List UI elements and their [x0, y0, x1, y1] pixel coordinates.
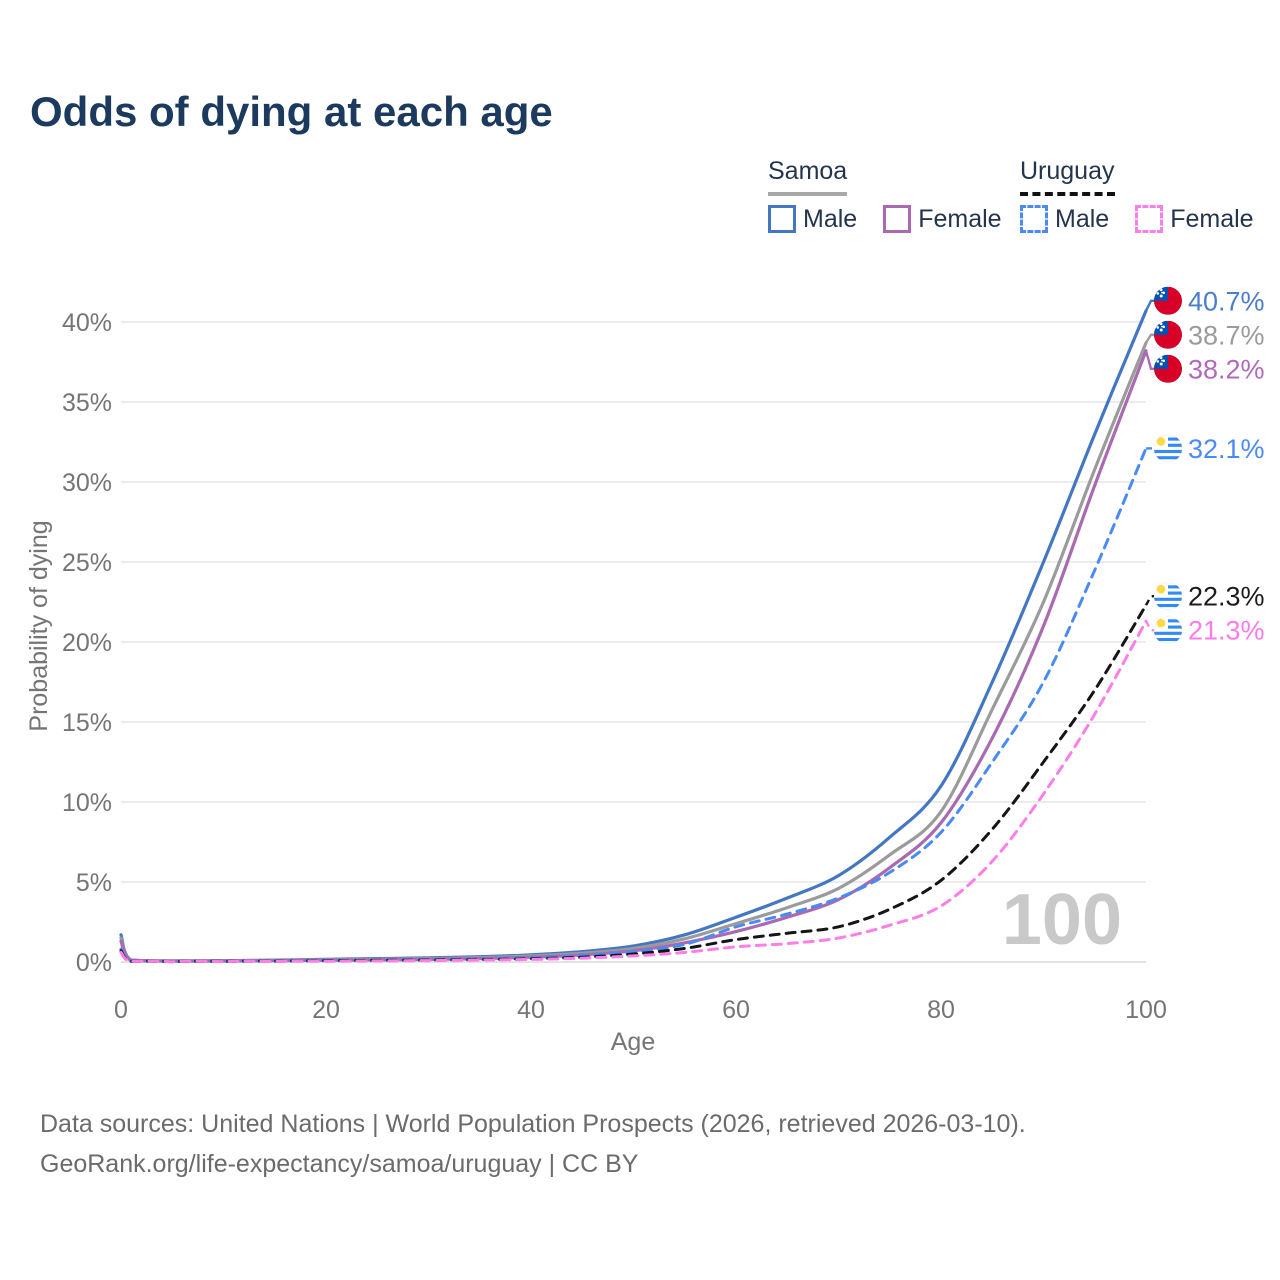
end-value-label-samoa-female: 38.2% — [1188, 354, 1265, 384]
legend-item-samoa-male[interactable]: Male — [768, 205, 857, 234]
uruguay-male-swatch-icon — [1020, 205, 1048, 233]
y-tick-label: 0% — [76, 949, 112, 977]
x-tick-label: 60 — [722, 996, 750, 1024]
x-tick-label: 0 — [114, 996, 128, 1024]
y-tick-label: 5% — [76, 869, 112, 897]
data-sources-line: Data sources: United Nations | World Pop… — [40, 1110, 1026, 1138]
x-tick-label: 100 — [1125, 996, 1167, 1024]
samoa-flag-icon — [1154, 354, 1182, 383]
y-tick-label: 10% — [62, 789, 112, 817]
x-tick-label: 40 — [517, 996, 545, 1024]
mortality-line-chart: 0% 5% 10% 15% 20% 25% 30% 35% 40% 0 20 40 60 80 100 Age… — [25, 286, 1265, 1056]
x-axis-title: Age — [611, 1028, 655, 1056]
end-value-label-samoa-male: 40.7% — [1188, 286, 1265, 316]
end-label-leader — [1144, 595, 1154, 606]
x-tick-label: 80 — [927, 996, 955, 1024]
samoa-flag-icon — [1154, 286, 1182, 315]
uruguay-flag-icon — [1154, 582, 1182, 611]
y-tick-label: 40% — [62, 309, 112, 337]
y-tick-label: 25% — [62, 549, 112, 577]
end-label-leader — [1144, 299, 1154, 312]
legend-label-samoa-male: Male — [803, 204, 858, 233]
y-axis-title: Probability of dying — [25, 520, 53, 731]
samoa-flag-icon — [1154, 320, 1182, 349]
series-line-samoa-female[interactable] — [119, 349, 1148, 963]
legend-country-samoa[interactable]: Samoa — [768, 157, 848, 196]
legend-item-samoa-female[interactable]: Female — [883, 204, 1002, 234]
series-line-uruguay-male[interactable] — [119, 446, 1148, 964]
end-label-leader — [1144, 350, 1154, 370]
legend-label-uruguay-female: Female — [1170, 204, 1254, 233]
attribution-line: GeoRank.org/life-expectancy/samoa/urugua… — [40, 1150, 639, 1178]
page-title: Odds of dying at each age — [30, 88, 553, 135]
end-label-leader — [1144, 620, 1154, 632]
legend-item-uruguay-female[interactable]: Female — [1135, 204, 1254, 234]
y-tick-label: 35% — [62, 389, 112, 417]
series-line-uruguay[interactable] — [119, 603, 1148, 964]
uruguay-female-swatch-icon — [1135, 205, 1164, 233]
uruguay-flag-icon — [1154, 434, 1182, 463]
end-value-label-uruguay-male: 32.1% — [1188, 434, 1265, 464]
series-line-samoa[interactable] — [119, 341, 1148, 963]
legend-country-uruguay[interactable]: Uruguay — [1020, 157, 1115, 196]
series-line-uruguay-female[interactable] — [119, 619, 1148, 964]
chart-footer: Data sources: United Nations | World Pop… — [40, 1104, 1026, 1184]
samoa-female-swatch-icon — [883, 205, 912, 233]
legend-label-uruguay-male: Male — [1055, 204, 1110, 233]
legend-item-uruguay-male[interactable]: Male — [1020, 205, 1109, 234]
end-value-label-uruguay-female: 21.3% — [1188, 616, 1265, 646]
y-tick-label: 20% — [62, 629, 112, 657]
end-value-label-uruguay: 22.3% — [1188, 582, 1265, 612]
samoa-male-swatch-icon — [768, 205, 796, 233]
end-label-leader — [1144, 333, 1154, 344]
age-watermark: 100 — [1002, 880, 1122, 960]
end-value-label-samoa: 38.7% — [1188, 320, 1265, 350]
y-tick-label: 30% — [62, 469, 112, 497]
uruguay-flag-icon — [1154, 616, 1182, 645]
legend-group-samoa: Samoa Male Female — [768, 157, 1002, 234]
x-tick-label: 20 — [312, 996, 340, 1024]
legend-group-uruguay: Uruguay Male Female — [1020, 157, 1254, 234]
legend-label-samoa-female: Female — [918, 204, 1002, 233]
y-tick-label: 15% — [62, 709, 112, 737]
